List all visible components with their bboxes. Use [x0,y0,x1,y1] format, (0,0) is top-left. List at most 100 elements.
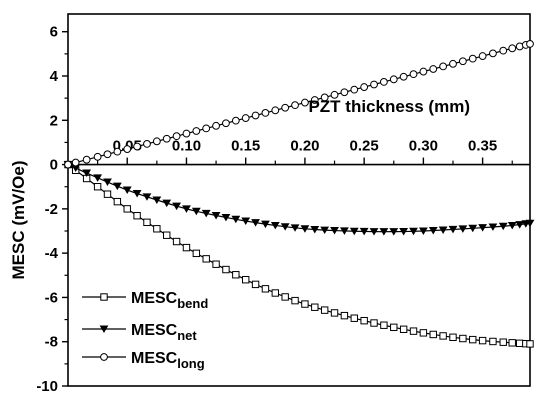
legend-marker-net [99,325,109,333]
data-point-bend [291,296,299,305]
data-point-net [280,223,290,231]
data-point-net [162,199,172,208]
data-point-net [409,227,418,236]
data-point-net [241,217,251,225]
data-point-net [359,227,369,236]
data-point-long [360,83,369,91]
x-axis-title: PZT thickness (mm) [308,97,470,116]
data-point-long [301,98,309,107]
data-point-bend [301,300,309,308]
data-point-long [82,155,91,164]
y-tick-label: 4 [50,68,59,85]
series-layer [63,39,535,348]
data-point-net [498,222,508,231]
x-tick-label: 0.30 [409,138,438,155]
data-point-bend [439,332,447,340]
data-point-bend [360,316,368,325]
y-tick-label: 6 [50,24,58,41]
data-point-long [499,46,508,55]
data-point-long [271,106,280,115]
data-point-bend [261,285,270,293]
data-point-net [152,196,162,204]
axes: -10-8-6-4-202460.050.100.150.200.250.300… [36,13,531,395]
data-point-long [291,101,299,110]
data-point-long [526,39,534,48]
x-tick-label: 0.10 [172,138,201,155]
data-point-net [448,225,458,234]
data-point-bend [419,329,428,337]
y-tick-label: -6 [45,289,58,306]
data-point-bend [399,325,408,333]
data-point-bend [281,293,289,301]
data-point-net [379,228,389,236]
data-point-long [409,70,418,79]
y-tick-label: -4 [45,245,59,262]
data-point-net [330,227,339,235]
data-point-long [478,52,487,60]
data-point-long [281,103,290,112]
data-point-net [515,221,525,229]
data-point-net [122,186,132,194]
data-point-long [241,114,250,122]
data-point-long [399,72,408,81]
data-point-long [123,145,132,153]
data-point-net [389,228,399,236]
legend-entry-net: MESCnet [82,322,197,343]
data-point-bend [499,338,507,346]
data-point-long [508,44,517,53]
data-point-bend [350,314,358,322]
data-point-net [525,219,535,228]
data-point-bend [449,333,457,341]
data-point-long [212,121,220,130]
data-point-net [261,220,270,229]
data-point-net [112,182,122,191]
data-point-net [221,213,231,222]
data-point-net [478,224,488,232]
data-point-net [251,219,260,227]
data-point-bend [182,243,191,252]
data-point-long [251,111,260,120]
data-point-bend [103,190,112,198]
data-point-long [261,109,270,117]
data-point-net [231,215,241,224]
data-point-net [418,227,428,235]
data-point-bend [93,183,102,191]
data-point-bend [489,337,497,346]
data-point-bend [232,271,240,279]
data-point-bend [222,265,230,274]
data-point-long [71,158,80,167]
data-point-net [488,223,498,231]
data-point-net [71,164,81,173]
y-tick-label: -8 [45,334,58,351]
data-point-bend [370,319,378,327]
data-point-bend [212,260,220,268]
data-point-net [507,221,517,230]
data-point-bend [478,336,487,345]
series-long [64,39,534,169]
data-point-long [389,75,398,84]
data-point-bend [409,327,418,335]
data-point-bend [311,303,319,311]
data-point-bend [113,197,122,206]
data-point-bend [172,237,181,246]
data-point-net [320,226,330,235]
legend-label-long: MESClong [131,350,205,371]
series-bend [64,160,534,348]
data-point-bend [163,231,171,239]
data-point-long [419,67,428,76]
data-point-net [191,207,201,216]
data-point-long [350,85,359,94]
data-point-long [113,147,122,156]
legend-marker-long [100,353,108,361]
data-point-net [340,227,349,235]
series-net [63,161,535,236]
data-point-long [370,80,378,89]
data-point-net [211,211,221,220]
data-point-long [143,140,151,148]
data-point-bend [143,218,151,227]
data-point-bend [340,311,349,320]
data-point-long [182,129,191,138]
data-point-net [369,228,379,236]
plot-frame [67,13,531,387]
